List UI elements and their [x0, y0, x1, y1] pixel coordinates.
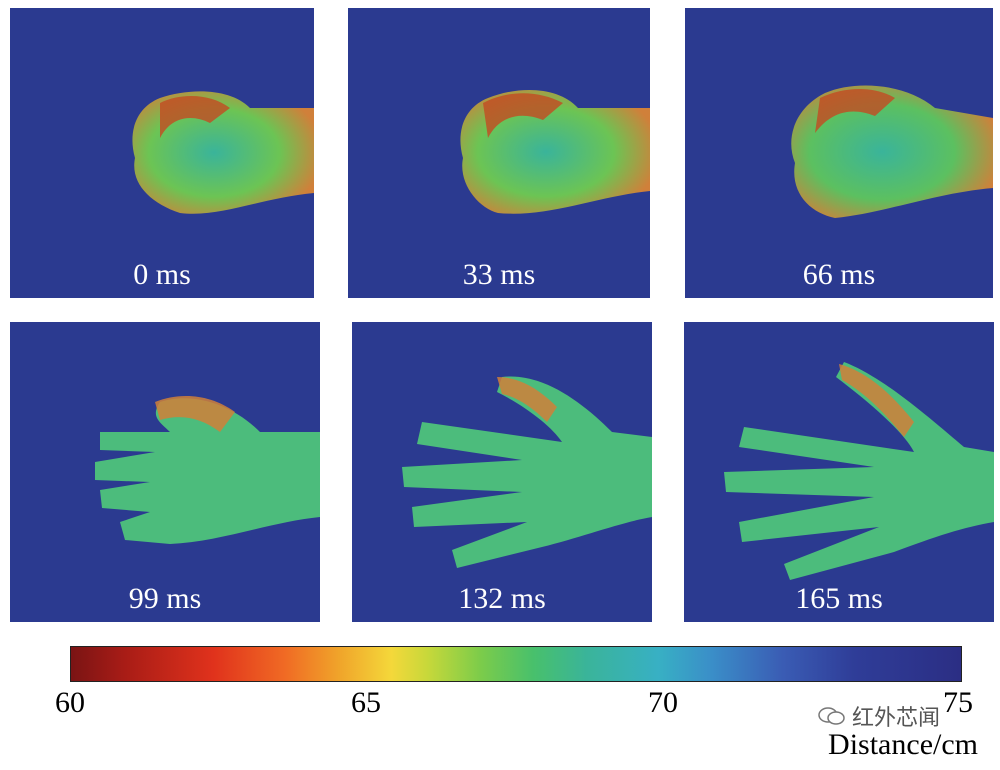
depth-map-hand-open-wide	[724, 362, 994, 580]
depth-panel-0ms: 0 ms	[10, 8, 314, 298]
colorbar-tick-65: 65	[351, 686, 381, 719]
time-label: 66 ms	[802, 258, 876, 291]
depth-panel-165ms: 165 ms	[684, 322, 994, 622]
colorbar-tick-70: 70	[648, 686, 678, 719]
depth-map-hand-open	[402, 376, 652, 568]
depth-panel-33ms: 33 ms	[348, 8, 650, 298]
colorbar-unit-label: Distance/cm	[828, 728, 978, 761]
depth-panel-132ms: 132 ms	[352, 322, 652, 622]
colorbar-tick-60: 60	[55, 686, 85, 719]
time-label: 165 ms	[795, 582, 883, 615]
watermark-text: 红外芯闻	[852, 706, 941, 731]
time-label: 99 ms	[128, 582, 202, 615]
time-label: 33 ms	[462, 258, 536, 291]
depth-panel-99ms: 99 ms	[10, 322, 320, 622]
time-label: 132 ms	[458, 582, 546, 615]
wechat-icon	[818, 707, 845, 725]
depth-map-hand-partly-open	[95, 396, 320, 544]
time-label: 0 ms	[133, 258, 191, 291]
depth-map-fist	[132, 91, 314, 214]
distance-colorbar	[70, 646, 962, 682]
depth-map-fist-opening	[791, 85, 993, 218]
depth-panel-66ms: 66 ms	[685, 8, 993, 298]
colorbar-tick-75: 75	[943, 686, 973, 719]
depth-map-fist	[460, 89, 650, 214]
watermark: 红外芯闻	[818, 700, 940, 732]
